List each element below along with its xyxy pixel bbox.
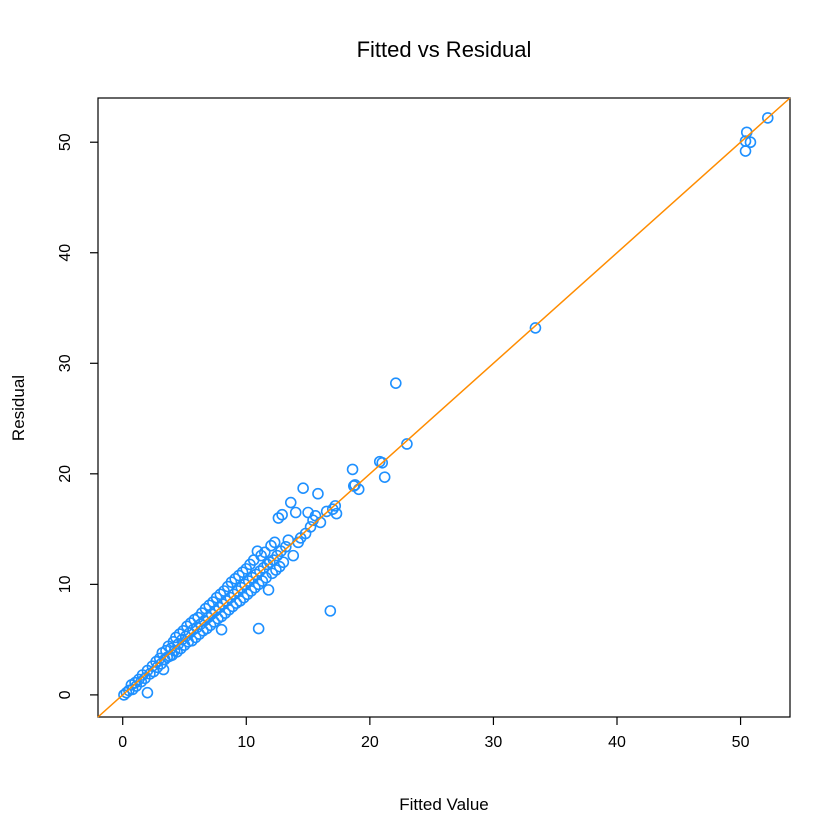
data-point	[256, 575, 269, 587]
data-point	[266, 567, 279, 580]
data-point	[215, 623, 228, 636]
data-point	[297, 482, 309, 494]
data-point	[186, 634, 198, 647]
y-axis: 0 10 20 30 40 50	[57, 133, 98, 699]
data-point	[236, 566, 249, 578]
data-point	[141, 686, 154, 699]
y-axis-label: Residual	[9, 375, 28, 441]
data-point	[265, 539, 277, 552]
data-point	[280, 540, 292, 553]
y-tick-label: 20	[57, 465, 74, 483]
y-tick-label: 50	[57, 133, 74, 151]
data-point	[208, 616, 220, 628]
data-point	[272, 512, 285, 524]
data-point	[241, 588, 254, 601]
data-point	[234, 595, 246, 607]
y-tick-label: 10	[57, 575, 74, 593]
x-tick-label: 0	[118, 734, 127, 751]
data-points	[118, 112, 774, 701]
data-point	[223, 603, 235, 616]
x-tick-label: 10	[237, 734, 255, 751]
data-point	[324, 605, 337, 617]
chart-title: Fitted vs Residual	[357, 37, 532, 62]
data-point	[739, 135, 752, 147]
data-point	[378, 471, 391, 483]
data-point	[215, 610, 228, 623]
y-tick-label: 30	[57, 354, 74, 372]
data-point	[255, 549, 267, 562]
data-point	[287, 549, 300, 562]
data-point	[135, 675, 148, 688]
data-point	[270, 564, 282, 576]
data-point	[233, 569, 245, 582]
x-tick-label: 20	[361, 734, 379, 751]
data-point	[329, 500, 342, 512]
data-point	[346, 463, 359, 476]
data-point	[529, 322, 542, 334]
data-point	[289, 506, 302, 519]
data-point	[276, 508, 288, 521]
x-tick-label: 40	[608, 734, 626, 751]
data-point	[304, 521, 317, 533]
x-axis: 0 10 20 30 40 50	[118, 717, 750, 751]
data-point	[390, 377, 402, 389]
x-axis-label: Fitted Value	[399, 795, 488, 814]
data-point	[238, 591, 250, 604]
data-point	[268, 536, 281, 549]
x-tick-label: 30	[485, 734, 503, 751]
data-point	[204, 619, 217, 632]
data-point	[376, 456, 389, 469]
data-point	[401, 438, 413, 450]
data-point	[259, 546, 271, 559]
data-point	[262, 584, 275, 596]
data-point	[330, 507, 343, 520]
data-point	[761, 112, 774, 124]
y-tick-label: 40	[57, 244, 74, 262]
data-point	[277, 556, 290, 569]
data-point	[252, 578, 265, 591]
data-point	[249, 581, 261, 594]
reference-line	[97, 97, 791, 718]
x-tick-label: 50	[732, 734, 750, 751]
y-tick-label: 0	[57, 690, 74, 699]
data-point	[225, 576, 238, 588]
data-point	[219, 607, 232, 619]
data-point	[744, 136, 757, 149]
data-point	[226, 600, 239, 613]
data-point	[200, 622, 213, 635]
data-point	[284, 496, 297, 509]
data-point	[252, 622, 265, 635]
plot-frame	[97, 97, 791, 718]
data-point	[312, 487, 324, 500]
data-point	[245, 585, 258, 597]
data-point	[229, 573, 241, 585]
data-point	[126, 683, 139, 696]
